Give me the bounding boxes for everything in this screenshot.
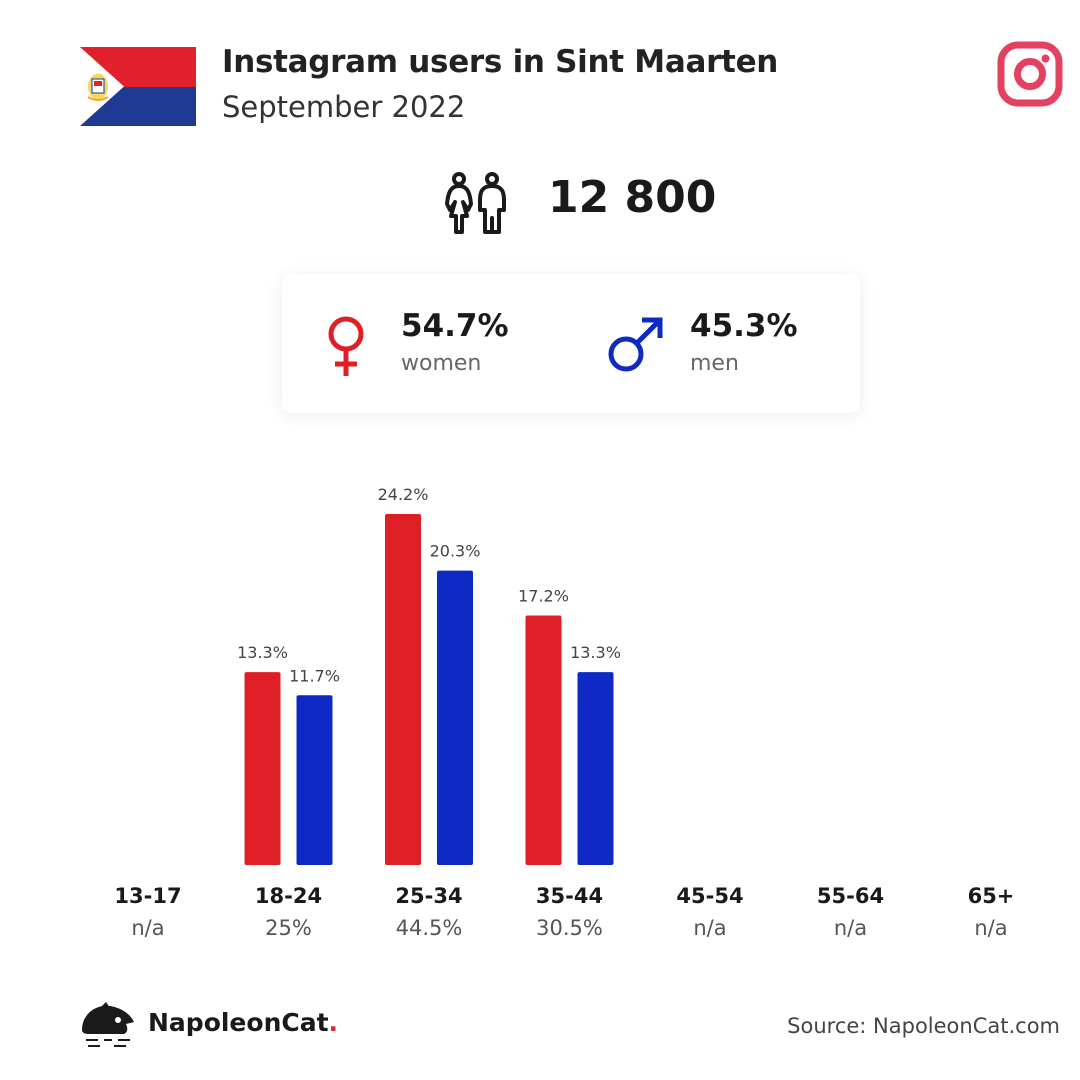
age-category-labels: 13-17 n/a 18-24 25% 25-34 44.5% 35-44 30.5% 45-5… bbox=[0, 884, 1080, 954]
category-total: 30.5% bbox=[536, 916, 603, 940]
bar-men-35-44 bbox=[577, 672, 614, 865]
bar-women-35-44 bbox=[525, 615, 562, 865]
bar-men-18-24 bbox=[296, 695, 333, 865]
category-total: 25% bbox=[265, 916, 312, 940]
bar-women-18-24 bbox=[244, 672, 281, 865]
tick-label: 18-24 bbox=[254, 884, 323, 908]
category-total: n/a bbox=[693, 916, 727, 940]
napoleoncat-logo-icon bbox=[82, 1002, 134, 1047]
brand-name: NapoleonCat. bbox=[148, 1008, 338, 1037]
tick-label: 13-17 bbox=[114, 884, 182, 908]
age-category-55-64: 55-64 n/a bbox=[781, 884, 921, 940]
data-label-women-25-34: 24.2% bbox=[378, 485, 429, 504]
category-total: n/a bbox=[131, 916, 165, 940]
category-total: n/a bbox=[974, 916, 1008, 940]
age-category-25-34: 25-34 44.5% bbox=[359, 884, 499, 940]
page-title: Instagram users in Sint Maarten bbox=[222, 44, 779, 80]
tick-label: 65+ bbox=[967, 884, 1015, 908]
female-symbol-icon bbox=[328, 316, 364, 376]
age-category-35-44: 35-44 30.5% bbox=[500, 884, 640, 940]
gender-split-card: 54.7% women 45.3% men bbox=[282, 274, 860, 413]
men-percentage: 45.3% bbox=[690, 308, 798, 344]
women-percentage: 54.7% bbox=[401, 308, 509, 344]
brand-dot: . bbox=[328, 1008, 339, 1037]
male-symbol-icon bbox=[608, 317, 663, 372]
page-subtitle: September 2022 bbox=[222, 90, 466, 124]
brand-name-text: NapoleonCat bbox=[148, 1008, 329, 1037]
bar-women-25-34 bbox=[385, 514, 421, 865]
women-label: women bbox=[401, 351, 482, 376]
age-category-13-17: 13-17 n/a bbox=[78, 884, 218, 940]
age-gender-bar-chart: 13.3%11.7%24.2%20.3%17.2%13.3% bbox=[237, 485, 621, 865]
tick-label: 55-64 bbox=[816, 884, 885, 908]
age-category-45-54: 45-54 n/a bbox=[640, 884, 780, 940]
category-total: n/a bbox=[833, 916, 868, 940]
category-total: 44.5% bbox=[395, 916, 463, 940]
sint-maarten-flag-icon bbox=[80, 47, 196, 126]
age-category-65+: 65+ n/a bbox=[921, 884, 1061, 940]
tick-label: 35-44 bbox=[535, 884, 604, 908]
users-icon bbox=[445, 172, 506, 234]
bar-men-25-34 bbox=[437, 570, 473, 865]
data-label-men-18-24: 11.7% bbox=[289, 666, 340, 685]
instagram-icon bbox=[997, 41, 1063, 107]
data-label-women-35-44: 17.2% bbox=[518, 587, 569, 606]
data-label-men-25-34: 20.3% bbox=[430, 542, 481, 561]
data-label-men-35-44: 13.3% bbox=[570, 643, 621, 662]
tick-label: 25-34 bbox=[395, 884, 463, 908]
source-text: Source: NapoleonCat.com bbox=[787, 1014, 1060, 1038]
tick-label: 45-54 bbox=[676, 884, 744, 908]
men-label: men bbox=[690, 351, 739, 376]
data-label-women-18-24: 13.3% bbox=[237, 643, 288, 662]
age-category-18-24: 18-24 25% bbox=[219, 884, 359, 940]
total-users-value: 12 800 bbox=[548, 172, 717, 223]
